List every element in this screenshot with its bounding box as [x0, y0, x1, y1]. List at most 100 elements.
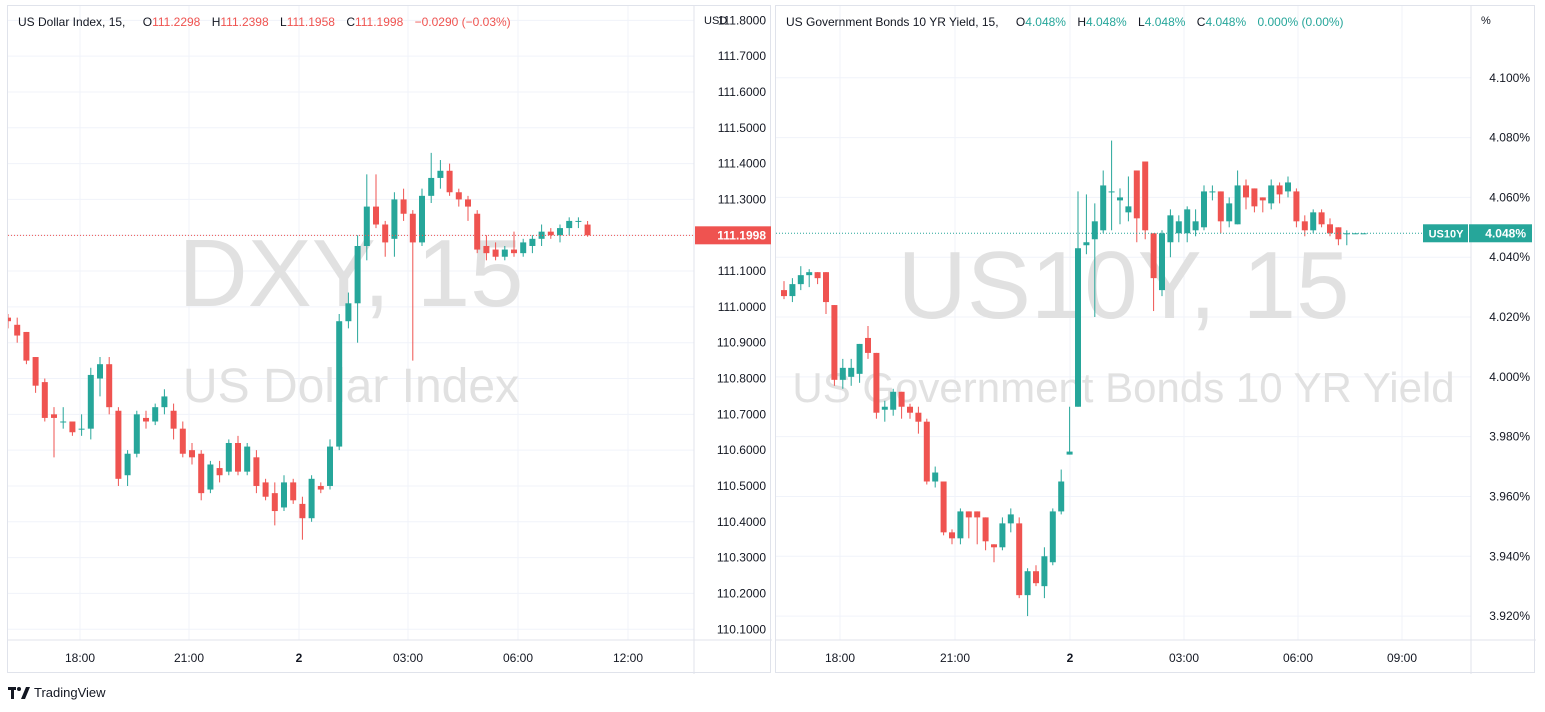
- us10y-symbol-title[interactable]: US Government Bonds 10 YR Yield, 15,: [786, 15, 999, 29]
- dxy-candle-body: [382, 224, 389, 243]
- dxy-price-tick-label: 111.0000: [718, 300, 767, 314]
- tnx-candle-body: [890, 391, 897, 410]
- us10y-legend: US Government Bonds 10 YR Yield, 15, O4.…: [786, 15, 1344, 29]
- tnx-candle-body: [915, 412, 922, 422]
- dxy-symbol-title[interactable]: US Dollar Index, 15,: [18, 15, 126, 29]
- dxy-candle-body: [253, 457, 260, 486]
- dxy-candle-body: [520, 242, 527, 254]
- dxy-candle-body: [483, 245, 490, 254]
- dxy-candle-body: [547, 231, 554, 236]
- dxy-candle-body: [106, 364, 113, 408]
- dxy-last-price-tag: [695, 226, 771, 245]
- dxy-price-tick-label: 110.7000: [717, 407, 766, 421]
- tradingview-label: TradingView: [34, 685, 106, 700]
- tnx-price-tick-label: 4.020%: [1489, 310, 1530, 324]
- tnx-price-tick-label: 4.080%: [1489, 131, 1530, 145]
- tnx-candle-body: [1100, 185, 1107, 231]
- dxy-price-tick-label: 110.3000: [717, 551, 766, 565]
- tnx-candle-body: [898, 391, 905, 407]
- dxy-candle-body: [23, 331, 30, 361]
- dxy-time-label: 03:00: [393, 651, 423, 665]
- tnx-candle-body: [1251, 188, 1258, 207]
- dxy-candle-body: [584, 224, 591, 236]
- dxy-watermark-name: US Dollar Index: [183, 360, 519, 413]
- dxy-time-label: 2: [296, 651, 303, 665]
- dxy-candle-body: [299, 503, 306, 519]
- dxy-candle-body: [271, 493, 278, 512]
- dxy-candle-body: [446, 170, 453, 193]
- dxy-candle-body: [354, 245, 361, 304]
- tnx-candle-body: [856, 343, 863, 374]
- us10y-close-label: C: [1196, 15, 1206, 29]
- chart-panel-dxy[interactable]: DXY, 15 US Dollar Index USD 111.8000 111.700…: [7, 5, 772, 674]
- dxy-candle-body: [409, 213, 416, 243]
- tnx-candle-body: [1276, 185, 1283, 195]
- dxy-candle-body: [124, 453, 131, 476]
- tnx-price-tick-label: 4.000%: [1489, 370, 1530, 384]
- tnx-candle-body: [1243, 185, 1249, 198]
- dxy-low-label: L: [280, 15, 287, 29]
- us10y-open-value: 4.048%: [1025, 15, 1066, 29]
- tnx-candle-body: [1226, 203, 1233, 222]
- tnx-candle-body: [907, 406, 913, 413]
- tnx-candle-body: [1049, 511, 1056, 563]
- tnx-candle-body: [1360, 233, 1367, 235]
- tnx-candle-body: [1167, 215, 1174, 243]
- chart-panel-us10y[interactable]: US10Y, 15 US Government Bonds 10 YR Yield…: [775, 5, 1536, 674]
- dxy-price-tick-label: 110.5000: [717, 479, 766, 493]
- tnx-time-label: 18:00: [825, 651, 855, 665]
- tnx-candle-body: [1234, 185, 1241, 225]
- dxy-candle-body: [133, 414, 140, 454]
- tnx-candle-body: [1117, 197, 1123, 201]
- dxy-candle-body: [474, 213, 481, 250]
- dxy-candle-body: [391, 199, 398, 239]
- tnx-candle-body: [823, 272, 829, 303]
- dxy-high-value: 111.2398: [220, 15, 269, 29]
- tnx-candle-body: [1175, 221, 1182, 234]
- tnx-candle-body: [1024, 571, 1031, 596]
- dxy-candle-body: [41, 382, 48, 418]
- dxy-candle-body: [170, 410, 177, 429]
- dxy-legend: US Dollar Index, 15, O111.2298 H111.2398…: [18, 15, 511, 29]
- tnx-last-price-tag: [1469, 224, 1532, 243]
- dxy-candle-body: [492, 249, 499, 257]
- tnx-candle-body: [999, 523, 1006, 548]
- tnx-candle-body: [957, 511, 964, 539]
- dxy-last-price-label: 111.1998: [717, 228, 766, 242]
- dxy-candle-body: [281, 482, 287, 508]
- dxy-candle-body: [179, 428, 186, 454]
- tnx-price-tick-label: 3.980%: [1489, 430, 1530, 444]
- dxy-candle-body: [511, 249, 517, 254]
- tnx-candle-body: [1192, 221, 1199, 231]
- tnx-candle-body: [982, 517, 989, 542]
- tnx-candle-body: [974, 511, 981, 518]
- tnx-candle-body: [991, 544, 997, 548]
- dxy-high-label: H: [211, 15, 221, 29]
- tnx-candle-body: [965, 511, 972, 518]
- tnx-candle-body: [1007, 514, 1014, 524]
- tnx-candle-body: [789, 284, 796, 297]
- tnx-price-tick-label: 4.060%: [1489, 190, 1530, 204]
- dxy-candle-body: [419, 195, 425, 243]
- dxy-price-tick-label: 111.1000: [718, 264, 767, 278]
- dxy-price-tick-label: 110.4000: [717, 515, 766, 529]
- tnx-time-label: 21:00: [940, 651, 970, 665]
- dxy-candle-body: [32, 357, 39, 386]
- us10y-chart-canvas[interactable]: US10Y, 15 US Government Bonds 10 YR Yield…: [776, 6, 1536, 674]
- us10y-low-value: 4.048%: [1144, 15, 1186, 29]
- tnx-price-tick-label: 4.040%: [1489, 250, 1530, 264]
- tnx-candle-body: [1285, 182, 1291, 192]
- tnx-candle-body: [873, 352, 880, 413]
- dxy-price-tick-label: 111.4000: [718, 157, 767, 171]
- tradingview-branding[interactable]: TradingView: [8, 685, 106, 700]
- dxy-price-tick-label: 111.6000: [718, 85, 767, 99]
- dxy-candle-body: [14, 324, 21, 336]
- dxy-candle-body: [317, 485, 324, 490]
- tnx-candle-body: [1016, 523, 1023, 596]
- dxy-time-label: 12:00: [613, 651, 643, 665]
- tnx-price-tick-label: 3.960%: [1489, 489, 1530, 503]
- tnx-symbol-tag: [1423, 224, 1468, 243]
- dxy-open-value: 111.2298: [152, 15, 201, 29]
- dxy-candle-body: [566, 220, 573, 229]
